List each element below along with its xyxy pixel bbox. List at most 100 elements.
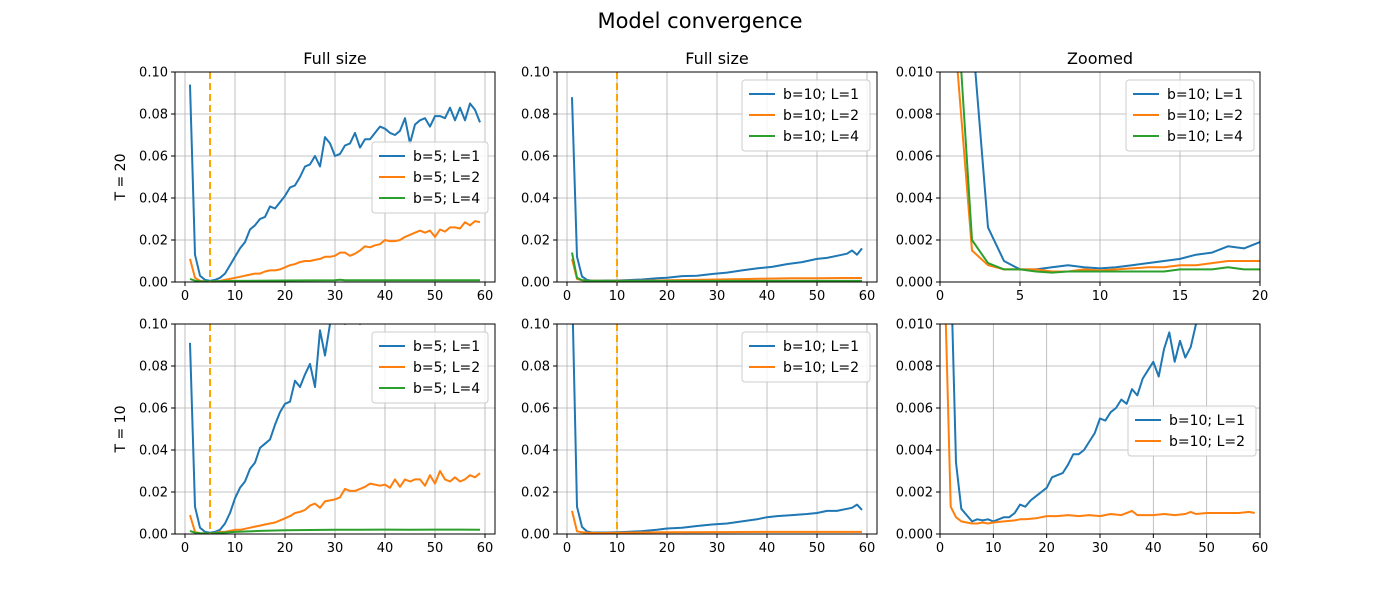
legend-box bbox=[1127, 405, 1257, 457]
series-line-b-5-l-2 bbox=[189, 220, 481, 282]
x-tick-label: 60 bbox=[477, 289, 494, 304]
series-line-b-5-l-4 bbox=[189, 528, 481, 534]
legend-label: b=10; L=2 bbox=[1167, 108, 1243, 124]
legend-box bbox=[371, 331, 489, 404]
x-tick-label: 10 bbox=[227, 289, 244, 304]
y-tick-label: 0.006 bbox=[896, 150, 933, 165]
x-tick-label: 30 bbox=[327, 289, 344, 304]
y-tick-label: 0.002 bbox=[896, 486, 933, 501]
y-tick-label: 0.10 bbox=[521, 318, 550, 333]
y-tick-label: 0.00 bbox=[521, 528, 550, 543]
x-tick-label: 50 bbox=[1198, 541, 1215, 556]
legend: b=5; L=1 b=5; L=2 b=5; L=4 bbox=[371, 141, 489, 214]
legend-box bbox=[741, 331, 871, 383]
legend-label: b=5; L=1 bbox=[413, 339, 480, 355]
series-group bbox=[956, 72, 1260, 274]
x-tick-label: 10 bbox=[1092, 289, 1109, 304]
x-tick-label: 0 bbox=[936, 289, 944, 304]
x-tick-label: 0 bbox=[936, 541, 944, 556]
series-group bbox=[944, 324, 1255, 525]
x-tick-label: 40 bbox=[759, 541, 776, 556]
figure-title: Model convergence bbox=[597, 9, 802, 33]
x-tick-label: 30 bbox=[327, 541, 344, 556]
y-tick-label: 0.010 bbox=[896, 66, 933, 81]
x-tick-label: 60 bbox=[859, 541, 876, 556]
x-tick-label: 30 bbox=[1092, 541, 1109, 556]
legend-label: b=5; L=2 bbox=[413, 360, 480, 376]
x-tick-label: 20 bbox=[659, 541, 676, 556]
y-tick-label: 0.010 bbox=[896, 318, 933, 333]
legend-label: b=10; L=4 bbox=[783, 129, 859, 145]
axes-root: 0 10 20 30 40 50 60 0.00 0.02 0.04 0.06 0.08 0.10 Ful… bbox=[113, 49, 1269, 556]
y-tick-label: 0.006 bbox=[896, 402, 933, 417]
series-line-b-5-l-1 bbox=[189, 84, 481, 282]
legend-box bbox=[1125, 79, 1255, 152]
x-tick-label: 40 bbox=[1145, 541, 1162, 556]
y-tick-label: 0.08 bbox=[521, 108, 550, 123]
y-tick-label: 0.000 bbox=[896, 528, 933, 543]
y-tick-label: 0.02 bbox=[139, 234, 168, 249]
subplot-2: 0 10 20 30 40 50 60 0.00 0.02 0.04 0.06 0.08 0.10 Ful… bbox=[521, 49, 878, 304]
legend-label: b=10; L=2 bbox=[783, 360, 859, 376]
legend: b=10; L=1 b=10; L=2 b=10; L=4 bbox=[741, 79, 871, 152]
legend-label: b=5; L=4 bbox=[413, 381, 480, 397]
y-tick-label: 0.06 bbox=[521, 150, 550, 165]
axes-title: Full size bbox=[303, 49, 366, 68]
series-group bbox=[189, 324, 481, 534]
legend-label: b=10; L=2 bbox=[783, 108, 859, 124]
y-tick-label: 0.06 bbox=[139, 150, 168, 165]
x-tick-label: 50 bbox=[809, 541, 826, 556]
x-tick-label: 20 bbox=[277, 289, 294, 304]
x-tick-label: 20 bbox=[1252, 289, 1269, 304]
series-line-b-10-l-4 bbox=[960, 72, 1260, 274]
legend-box bbox=[741, 79, 871, 152]
legend-label: b=10; L=1 bbox=[783, 339, 859, 355]
series-group bbox=[571, 324, 863, 534]
y-tick-label: 0.00 bbox=[139, 528, 168, 543]
series-line-b-10-l-1 bbox=[951, 324, 1197, 523]
series-line-b-10-l-4 bbox=[571, 252, 862, 282]
x-tick-label: 50 bbox=[427, 289, 444, 304]
y-tick-label: 0.00 bbox=[521, 276, 550, 291]
subplot-3: 0 5 10 15 20 0.000 0.002 0.004 0.006 0.008 0.010 Zo… bbox=[896, 49, 1269, 304]
x-tick-label: 20 bbox=[659, 289, 676, 304]
series-line-b-5-l-1 bbox=[189, 324, 362, 534]
x-tick-label: 0 bbox=[181, 289, 189, 304]
y-tick-label: 0.08 bbox=[139, 360, 168, 375]
series-group bbox=[189, 72, 481, 282]
x-tick-label: 40 bbox=[759, 289, 776, 304]
legend: b=10; L=1 b=10; L=2 b=10; L=4 bbox=[1125, 79, 1255, 152]
y-tick-label: 0.08 bbox=[521, 360, 550, 375]
y-tick-label: 0.002 bbox=[896, 234, 933, 249]
x-tick-label: 60 bbox=[477, 541, 494, 556]
axes-title: Full size bbox=[685, 49, 748, 68]
y-tick-label: 0.10 bbox=[521, 66, 550, 81]
series-line-b-5-l-2 bbox=[189, 470, 481, 534]
y-tick-label: 0.004 bbox=[896, 444, 933, 459]
y-tick-label: 0.008 bbox=[896, 360, 933, 375]
legend: b=5; L=1 b=5; L=2 b=5; L=4 bbox=[371, 331, 489, 404]
series-line-b-10-l-2 bbox=[944, 324, 1255, 525]
x-tick-label: 60 bbox=[859, 289, 876, 304]
y-tick-label: 0.04 bbox=[139, 192, 168, 207]
legend-label: b=10; L=2 bbox=[1169, 434, 1245, 450]
x-tick-label: 40 bbox=[377, 541, 394, 556]
legend-label: b=10; L=1 bbox=[1167, 87, 1243, 103]
x-tick-label: 20 bbox=[1038, 541, 1055, 556]
x-tick-label: 10 bbox=[609, 289, 626, 304]
x-tick-label: 0 bbox=[181, 541, 189, 556]
y-tick-label: 0.02 bbox=[521, 486, 550, 501]
legend: b=10; L=1 b=10; L=2 bbox=[1127, 405, 1257, 457]
y-tick-label: 0.06 bbox=[521, 402, 550, 417]
legend-label: b=5; L=1 bbox=[413, 149, 480, 165]
series-line-b-10-l-1 bbox=[974, 72, 1260, 271]
y-tick-label: 0.10 bbox=[139, 66, 168, 81]
legend-label: b=5; L=2 bbox=[413, 170, 480, 186]
y-tick-label: 0.000 bbox=[896, 276, 933, 291]
x-tick-label: 50 bbox=[809, 289, 826, 304]
x-tick-label: 0 bbox=[563, 289, 571, 304]
legend-label: b=10; L=4 bbox=[1167, 129, 1243, 145]
y-tick-label: 0.04 bbox=[139, 444, 168, 459]
axes-title: Zoomed bbox=[1067, 49, 1133, 68]
x-tick-label: 10 bbox=[985, 541, 1002, 556]
